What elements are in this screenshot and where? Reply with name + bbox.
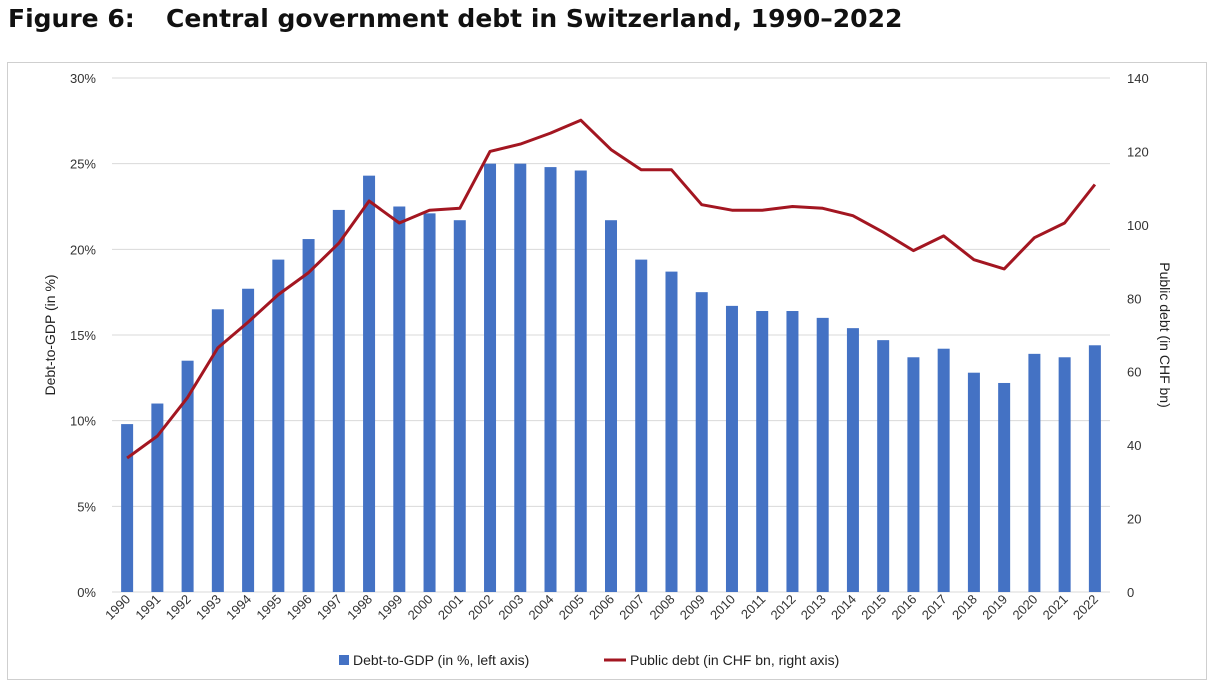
- y-right-tick-label: 40: [1127, 438, 1141, 453]
- figure-label: Figure 6:: [8, 4, 135, 33]
- bar: [635, 259, 648, 592]
- x-tick-label: 2014: [828, 592, 859, 623]
- bar: [514, 163, 527, 592]
- x-tick-label: 2013: [798, 592, 829, 623]
- x-tick-label: 1999: [374, 592, 405, 623]
- bar: [211, 309, 224, 592]
- bar: [453, 220, 466, 592]
- bar: [574, 170, 587, 592]
- y-left-tick-label: 5%: [77, 499, 96, 514]
- bar: [937, 348, 950, 592]
- x-tick-label: 1996: [284, 592, 315, 623]
- bar: [423, 213, 436, 592]
- x-tick-label: 2021: [1040, 592, 1071, 623]
- bar: [695, 292, 708, 592]
- y-left-tick-label: 20%: [70, 242, 96, 257]
- bar: [846, 328, 859, 592]
- x-tick-label: 2007: [616, 592, 647, 623]
- bar: [363, 175, 376, 592]
- y-left-tick-label: 25%: [70, 157, 96, 172]
- x-tick-label: 2000: [405, 592, 436, 623]
- x-tick-label: 2011: [738, 592, 768, 622]
- x-tick-label: 2003: [495, 592, 526, 623]
- y-left-tick-label: 0%: [77, 585, 96, 600]
- y-left-tick-labels: 0% 5% 10% 15% 20% 25% 30%: [70, 71, 96, 600]
- bar: [272, 259, 285, 592]
- bar-series: [121, 163, 1101, 593]
- x-tick-label: 2005: [556, 592, 587, 623]
- bar: [725, 305, 738, 592]
- bar: [605, 220, 617, 592]
- bar: [665, 271, 678, 592]
- x-tick-label: 2020: [1009, 592, 1040, 623]
- x-tick-label: 1997: [314, 592, 345, 623]
- x-tick-label: 1992: [163, 592, 194, 623]
- legend-line-label: Public debt (in CHF bn, right axis): [630, 652, 839, 668]
- x-tick-label: 2010: [707, 592, 738, 623]
- bar: [181, 360, 194, 592]
- x-tick-label: 1998: [344, 592, 375, 623]
- x-tick-label: 2009: [677, 592, 708, 623]
- bar: [786, 311, 799, 592]
- line-series: [126, 118, 1097, 460]
- bar: [816, 317, 829, 592]
- bar: [967, 372, 980, 592]
- bar: [1028, 353, 1041, 592]
- bar: [998, 382, 1011, 592]
- chart-frame: [7, 62, 1207, 680]
- figure-title-text: Central government debt in Switzerland, …: [166, 4, 903, 33]
- y-right-tick-label: 20: [1127, 512, 1141, 527]
- x-tick-label: 1993: [193, 592, 224, 623]
- x-tick-label: 2002: [465, 592, 496, 623]
- bar: [1088, 345, 1101, 592]
- x-tick-label: 2017: [919, 592, 950, 623]
- x-tick-label: 1995: [253, 592, 284, 623]
- x-tick-label: 2022: [1070, 592, 1101, 623]
- x-tick-label: 2004: [526, 592, 557, 623]
- y-left-tick-label: 15%: [70, 328, 96, 343]
- x-tick-labels: 1990 1991 1992 1993 1994 1995 1996 1997 1998 1999…: [102, 592, 1101, 623]
- x-tick-label: 2008: [647, 592, 678, 623]
- x-tick-label: 1994: [223, 592, 254, 623]
- bar: [756, 311, 769, 592]
- x-tick-label: 2012: [768, 592, 799, 623]
- bar: [151, 403, 164, 592]
- x-tick-label: 2006: [586, 592, 617, 623]
- bar: [484, 163, 497, 592]
- x-tick-label: 2019: [979, 592, 1010, 623]
- x-tick-label: 2016: [888, 592, 919, 623]
- y-right-tick-label: 140: [1127, 71, 1149, 86]
- y-left-tick-label: 30%: [70, 71, 96, 86]
- bar: [393, 206, 406, 592]
- legend-bar-swatch: [339, 655, 349, 665]
- y-right-tick-label: 120: [1127, 144, 1149, 159]
- legend: Debt-to-GDP (in %, left axis) Public deb…: [339, 652, 839, 668]
- y-right-tick-label: 100: [1127, 218, 1149, 233]
- x-tick-label: 2018: [949, 592, 980, 623]
- y-left-tick-label: 10%: [70, 414, 96, 429]
- y-right-tick-label: 0: [1127, 585, 1134, 600]
- bar: [332, 209, 345, 592]
- y-right-axis-title: Public debt (in CHF bn): [1157, 262, 1173, 408]
- bar: [242, 288, 255, 592]
- y-right-tick-labels: 0 20 40 60 80 100 120 140: [1127, 71, 1149, 600]
- bar: [1058, 357, 1071, 592]
- bar: [877, 340, 890, 592]
- y-left-axis-title: Debt-to-GDP (in %): [42, 274, 58, 395]
- x-tick-label: 1990: [102, 592, 133, 623]
- figure-title: Figure 6: Central government debt in Swit…: [8, 4, 902, 44]
- x-tick-label: 1991: [132, 592, 163, 623]
- bar: [907, 357, 920, 592]
- bar: [544, 167, 557, 593]
- bar: [302, 239, 315, 592]
- x-tick-label: 2015: [858, 592, 889, 623]
- public-debt-line: [126, 118, 1097, 460]
- y-right-tick-label: 80: [1127, 291, 1141, 306]
- legend-bar-label: Debt-to-GDP (in %, left axis): [353, 652, 529, 668]
- x-tick-label: 2001: [435, 592, 466, 623]
- bar: [121, 424, 134, 592]
- y-right-tick-label: 60: [1127, 365, 1141, 380]
